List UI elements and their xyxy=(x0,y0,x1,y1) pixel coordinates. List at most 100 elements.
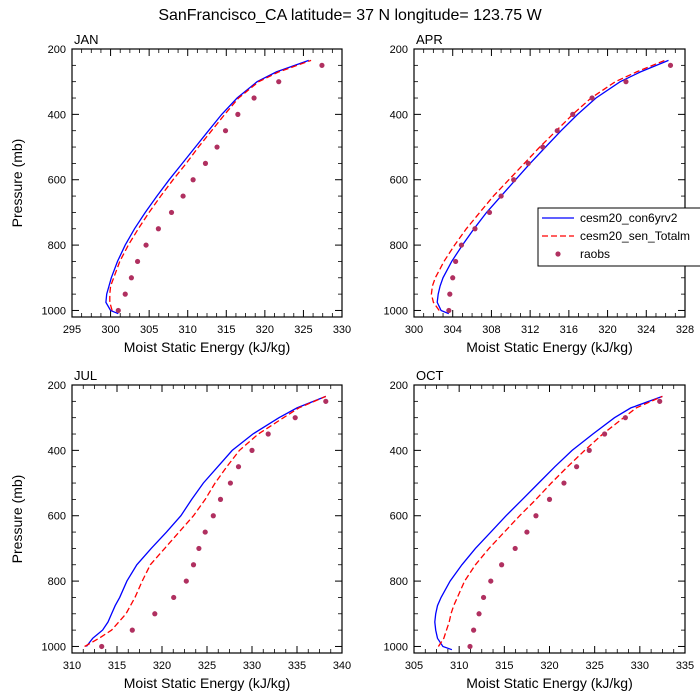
y-tick-label: 1000 xyxy=(42,641,66,653)
raobs-point xyxy=(533,513,539,519)
x-tick-label: 330 xyxy=(333,324,351,336)
panel-label: JAN xyxy=(74,32,99,47)
y-tick-label: 800 xyxy=(48,576,66,588)
y-tick-label: 200 xyxy=(48,44,66,56)
raobs-point xyxy=(214,144,220,150)
legend-label: cesm20_con6yrv2 xyxy=(580,211,678,225)
series-group xyxy=(105,59,325,315)
raobs-point xyxy=(574,464,580,470)
raobs-point xyxy=(498,193,504,199)
raobs-point xyxy=(168,209,175,216)
raobs-point xyxy=(586,447,592,453)
raobs-point xyxy=(319,62,325,68)
y-tick-label: 200 xyxy=(390,44,408,56)
raobs-point xyxy=(265,431,271,437)
x-axis-label: Moist Static Energy (kJ/kg) xyxy=(466,339,633,355)
x-tick-label: 325 xyxy=(198,660,216,672)
x-tick-label: 305 xyxy=(405,660,423,672)
raobs-point xyxy=(227,480,233,486)
x-tick-label: 312 xyxy=(521,324,539,336)
raobs-point xyxy=(323,398,329,404)
y-tick-label: 800 xyxy=(390,576,408,588)
y-tick-label: 800 xyxy=(48,240,66,252)
raobs-point xyxy=(525,160,531,166)
x-tick-label: 310 xyxy=(63,660,81,672)
panel-label: JUL xyxy=(74,368,97,383)
raobs-point xyxy=(235,464,242,470)
series-group xyxy=(434,395,663,651)
raobs-point xyxy=(99,643,105,650)
series-line-cesm20_con6yrv2 xyxy=(105,59,310,315)
raobs-point xyxy=(561,480,567,486)
raobs-point xyxy=(602,431,608,437)
series-group xyxy=(430,59,674,315)
y-tick-label: 400 xyxy=(390,445,408,457)
raobs-point xyxy=(570,111,576,117)
raobs-point xyxy=(235,111,241,117)
raobs-point xyxy=(249,447,255,453)
legend-label: raobs xyxy=(580,247,610,261)
x-tick-label: 320 xyxy=(540,660,558,672)
x-tick-label: 310 xyxy=(450,660,468,672)
x-tick-label: 295 xyxy=(63,324,81,336)
y-tick-label: 600 xyxy=(390,175,408,187)
raobs-point xyxy=(488,578,494,584)
y-tick-label: 400 xyxy=(48,445,66,457)
series-line-cesm20_sen_Totalm xyxy=(109,59,312,311)
raobs-point xyxy=(202,160,209,166)
x-tick-label: 320 xyxy=(256,324,274,336)
raobs-point xyxy=(622,415,628,421)
raobs-point xyxy=(134,258,141,265)
raobs-point xyxy=(202,529,208,535)
panel-jan: JAN 295 300 305 310 315 320 325 330 200 400 600 800 1… xyxy=(9,32,351,355)
x-tick-label: 324 xyxy=(637,324,655,336)
raobs-point xyxy=(222,128,229,134)
x-tick-label: 325 xyxy=(585,660,603,672)
raobs-point xyxy=(152,611,158,617)
x-tick-label: 325 xyxy=(294,324,312,336)
series-line-cesm20_con6yrv2 xyxy=(436,59,669,315)
raobs-point xyxy=(447,291,453,297)
panel-jul: JUL 310 315 320 325 330 335 340 200 400 600 800 1000… xyxy=(9,368,351,691)
y-axis-label: Pressure (mb) xyxy=(9,475,25,564)
x-tick-label: 304 xyxy=(444,324,462,336)
plot-frame xyxy=(71,48,343,318)
chart-title: SanFrancisco_CA latitude= 37 N longitude… xyxy=(158,7,542,24)
raobs-point xyxy=(512,545,518,552)
series-line-cesm20_con6yrv2 xyxy=(85,395,327,647)
y-tick-label: 1000 xyxy=(384,305,408,317)
raobs-point xyxy=(128,275,134,281)
series-line-cesm20_sen_Totalm xyxy=(430,59,665,311)
raobs-point xyxy=(276,79,282,85)
x-tick-label: 320 xyxy=(153,660,171,672)
raobs-point xyxy=(210,513,216,519)
x-tick-label: 300 xyxy=(405,324,423,336)
raobs-point xyxy=(471,627,477,633)
x-axis-label: Moist Static Energy (kJ/kg) xyxy=(124,339,291,355)
raobs-point xyxy=(122,291,128,297)
raobs-point xyxy=(292,415,298,421)
x-tick-label: 320 xyxy=(598,324,616,336)
raobs-point xyxy=(190,177,196,183)
raobs-point xyxy=(446,307,452,314)
raobs-point xyxy=(589,95,595,101)
raobs-point xyxy=(115,307,121,314)
raobs-point xyxy=(217,496,224,502)
x-tick-label: 335 xyxy=(676,660,694,672)
plot-frame xyxy=(413,384,686,654)
x-tick-label: 315 xyxy=(217,324,235,336)
raobs-point xyxy=(171,594,177,601)
series-line-cesm20_sen_Totalm xyxy=(437,395,663,647)
raobs-point xyxy=(458,242,465,248)
raobs-point xyxy=(453,258,459,265)
raobs-point xyxy=(251,95,257,101)
y-tick-label: 1000 xyxy=(384,641,408,653)
y-tick-label: 800 xyxy=(390,240,408,252)
x-tick-label: 330 xyxy=(631,660,649,672)
x-tick-label: 316 xyxy=(560,324,578,336)
panel-label: APR xyxy=(416,32,443,47)
panels: JAN 295 300 305 310 315 320 325 330 200 400 600 800 1… xyxy=(9,32,694,691)
y-tick-label: 600 xyxy=(390,511,408,523)
x-tick-label: 300 xyxy=(101,324,119,336)
raobs-point xyxy=(472,226,478,232)
